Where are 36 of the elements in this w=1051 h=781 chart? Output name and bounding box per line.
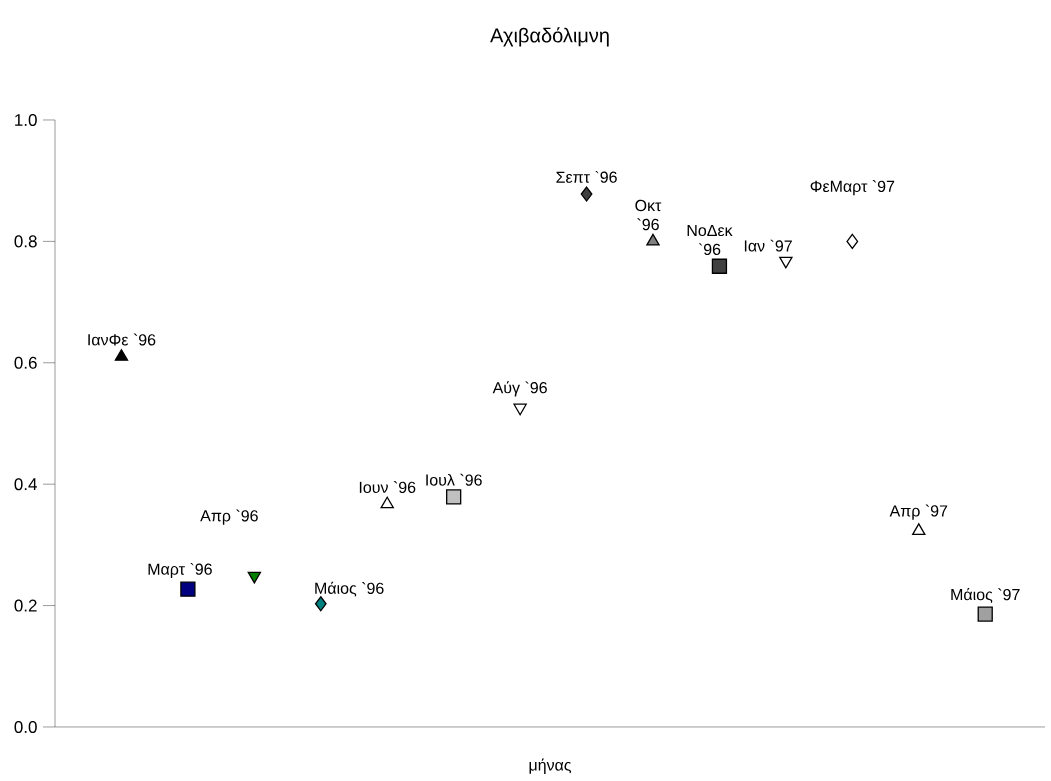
point [912,523,926,536]
series-label: ΝοΔεκ `96 [687,224,733,256]
series-label: ΙανΦε `96 [88,333,156,346]
series-label: Μάιος `97 [951,588,1020,603]
point [380,496,394,509]
y-tick-label: 0.2 [14,599,37,612]
y-tick-label: 1.0 [15,113,37,127]
series-label: Ιουλ `96 [426,473,482,486]
point [247,571,262,584]
point [513,403,527,416]
point [846,233,859,250]
chart-title: Αχιβαδόλιμνη [490,27,609,47]
x-axis-title: μήνας [529,758,572,774]
series-label: Απρ `97 [889,504,948,520]
point [977,606,993,622]
y-tick-label: 0.6 [14,356,37,369]
point [180,581,196,597]
point [779,256,793,269]
series-label: Μαρτ `96 [148,562,212,578]
point [646,233,660,246]
series-label: Ιαν `97 [744,239,792,252]
y-tick-label: 0.0 [14,720,37,734]
text: Απρ `96 [200,509,258,525]
y-tick-label: 0.4 [14,478,37,491]
y-tick-label: 0.8 [14,235,37,248]
point [711,258,728,274]
point [580,186,593,202]
series-label: Σεπτ `96 [556,170,617,183]
point [114,349,129,361]
series-label: Μάιος `96 [315,581,384,597]
series-label: Οκτ `96 [635,199,662,231]
point [314,596,327,612]
point [446,489,462,505]
series-label: Αύγ `96 [492,381,547,397]
series-label: Ιουν `96 [359,481,416,494]
text: ΦεΜαρτ `97 [810,180,895,196]
